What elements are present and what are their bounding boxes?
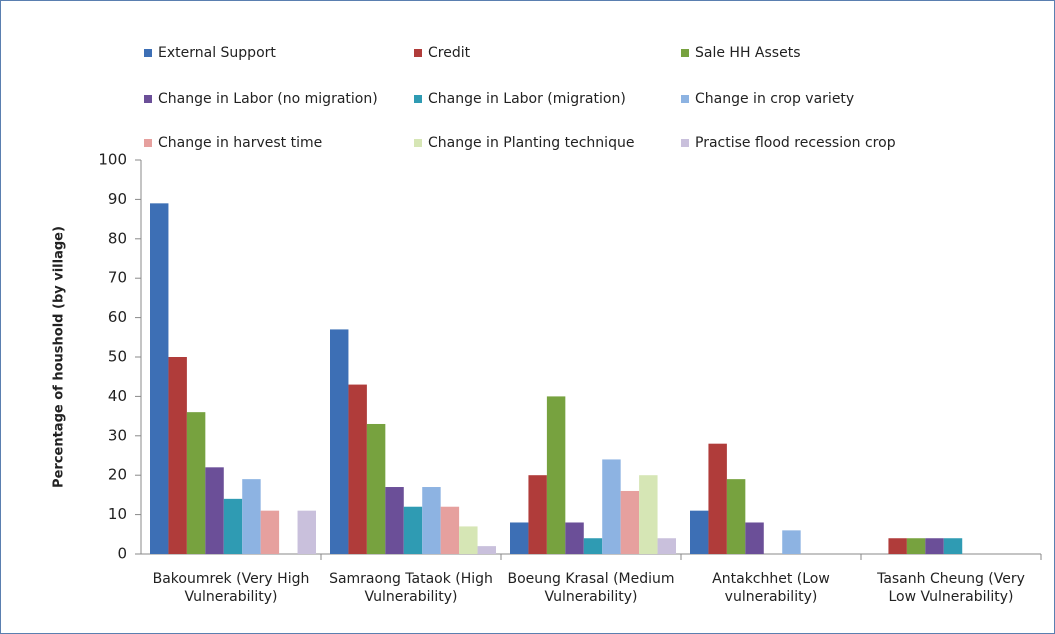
bar (330, 329, 349, 554)
legend-label: Change in harvest time (158, 135, 322, 151)
y-tick-label: 90 (108, 190, 127, 208)
legend-swatch (681, 49, 689, 57)
bar (620, 490, 640, 554)
legend-label: Change in Labor (no migration) (158, 91, 378, 107)
bar (745, 522, 764, 554)
bar (888, 538, 907, 554)
bar (528, 475, 547, 554)
y-tick-label: 60 (108, 308, 127, 326)
y-axis-label: Percentage of houshold (by village) (52, 226, 67, 488)
y-tick-label: 50 (108, 348, 127, 366)
bar (297, 510, 316, 554)
bar (639, 475, 658, 554)
x-tick-label: Samraong Tataok (High Vulnerability) (329, 571, 493, 605)
legend-label: Practise flood recession crop (695, 135, 896, 151)
bar (403, 506, 423, 554)
bar (925, 538, 944, 554)
legend-label: Change in Planting technique (428, 135, 634, 151)
y-tick-label: 100 (98, 151, 127, 169)
bar (782, 530, 801, 554)
bar (583, 538, 603, 554)
bar (242, 479, 261, 554)
bar (510, 522, 529, 554)
bar (565, 522, 584, 554)
bar (150, 203, 169, 554)
legend-label: Sale HH Assets (695, 45, 801, 61)
legend-swatch (414, 49, 422, 57)
bar (205, 467, 224, 554)
y-tick-label: 80 (108, 229, 127, 247)
legend-label: Change in crop variety (695, 91, 854, 107)
bar (260, 510, 280, 554)
bar (223, 498, 243, 554)
x-tick-label: Antakchhet (Low vulnerability) (712, 571, 830, 605)
bar (440, 506, 460, 554)
bar (385, 487, 404, 554)
x-tick-label: Boeung Krasal (Medium Vulnerability) (507, 571, 675, 605)
y-tick-label: 10 (108, 505, 127, 523)
legend-swatch (144, 95, 152, 103)
bar (602, 459, 621, 554)
bar (726, 479, 746, 554)
bar (657, 538, 676, 554)
bar (477, 546, 496, 554)
y-tick-label: 30 (108, 426, 127, 444)
bar (348, 384, 367, 554)
y-tick-label: 0 (117, 545, 127, 563)
legend-swatch (681, 139, 689, 147)
legend-swatch (144, 139, 152, 147)
legend-label: Change in Labor (migration) (428, 91, 626, 107)
y-tick-label: 20 (108, 466, 127, 484)
bar (690, 510, 709, 554)
bar (186, 412, 206, 554)
bar (546, 396, 566, 554)
bar (943, 538, 963, 554)
legend-swatch (414, 95, 422, 103)
legend-label: External Support (158, 45, 276, 61)
bar (459, 526, 478, 554)
x-tick-label: Tasanh Cheung (Very Low Vulnerability) (877, 571, 1025, 605)
bar (422, 487, 441, 554)
bar (366, 423, 386, 554)
x-tick-label: Bakoumrek (Very High Vulnerability) (152, 571, 310, 605)
y-tick-label: 70 (108, 269, 127, 287)
legend-swatch (144, 49, 152, 57)
legend-swatch (414, 139, 422, 147)
bar (906, 538, 926, 554)
bar (708, 443, 727, 554)
bar (168, 357, 187, 554)
legend-swatch (681, 95, 689, 103)
legend-label: Credit (428, 45, 471, 61)
y-tick-label: 40 (108, 387, 127, 405)
